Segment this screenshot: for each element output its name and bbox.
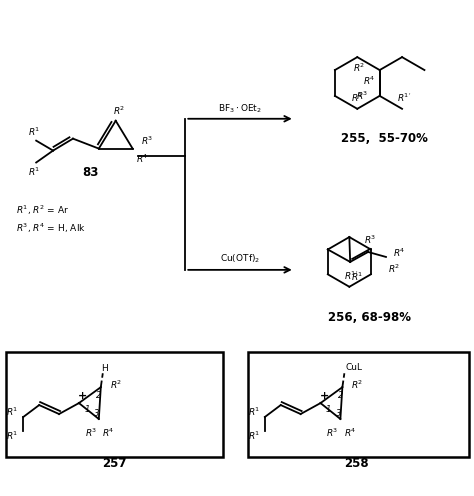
Text: +: +: [320, 391, 329, 401]
Text: 1: 1: [326, 405, 331, 414]
Text: $R^{1'}$: $R^{1'}$: [344, 270, 358, 282]
Text: $R^3$: $R^3$: [141, 134, 154, 147]
Text: $R^2$: $R^2$: [388, 263, 400, 275]
Text: $R^3$: $R^3$: [326, 427, 338, 439]
Text: $R^1$: $R^1$: [248, 406, 260, 418]
Text: BF$_3\cdot$OEt$_2$: BF$_3\cdot$OEt$_2$: [218, 103, 262, 115]
Text: 256, 68-98%: 256, 68-98%: [328, 311, 410, 324]
Text: $R^1$: $R^1$: [248, 430, 260, 442]
Text: $R^3$: $R^3$: [364, 234, 376, 246]
Bar: [248, 352, 469, 457]
Text: 258: 258: [344, 457, 369, 470]
Text: $R^1$: $R^1$: [351, 270, 363, 283]
Text: $R^1$, $R^2$ = Ar: $R^1$, $R^2$ = Ar: [16, 203, 70, 217]
Text: $R^1$: $R^1$: [6, 430, 18, 442]
Text: 3: 3: [336, 409, 341, 418]
Text: 255,  55-70%: 255, 55-70%: [341, 132, 428, 145]
Text: $R^1$: $R^1$: [28, 165, 40, 178]
Text: $R^3$: $R^3$: [85, 427, 97, 439]
Text: $R^4$: $R^4$: [136, 152, 149, 165]
Text: $R^4$: $R^4$: [364, 75, 376, 87]
Text: $R^3$: $R^3$: [356, 90, 368, 102]
Text: $R^{1'}$: $R^{1'}$: [397, 92, 411, 104]
Text: 83: 83: [82, 166, 99, 179]
Text: $R^2$: $R^2$: [351, 379, 364, 391]
Bar: [6, 352, 223, 457]
Text: $R^4$: $R^4$: [102, 427, 115, 439]
Text: 3: 3: [94, 409, 100, 418]
Text: $R^1$: $R^1$: [6, 406, 18, 418]
Text: H: H: [101, 364, 108, 373]
Text: CuL: CuL: [346, 363, 363, 372]
Text: $R^1$: $R^1$: [351, 92, 364, 104]
Text: $R^2$: $R^2$: [353, 62, 365, 74]
Text: $R^2$: $R^2$: [112, 105, 125, 117]
Text: 2: 2: [337, 391, 343, 400]
Text: Cu(OTf)$_2$: Cu(OTf)$_2$: [220, 252, 260, 265]
Text: $R^1$: $R^1$: [28, 125, 40, 138]
Text: $R^2$: $R^2$: [109, 379, 122, 391]
Text: 257: 257: [102, 457, 127, 470]
Text: $R^3$, $R^4$ = H, Alk: $R^3$, $R^4$ = H, Alk: [16, 221, 86, 235]
Text: $R^4$: $R^4$: [392, 247, 405, 259]
Text: $R^4$: $R^4$: [344, 427, 356, 439]
Text: +: +: [78, 391, 88, 401]
Text: 2: 2: [96, 391, 101, 400]
Text: 1: 1: [84, 405, 90, 414]
